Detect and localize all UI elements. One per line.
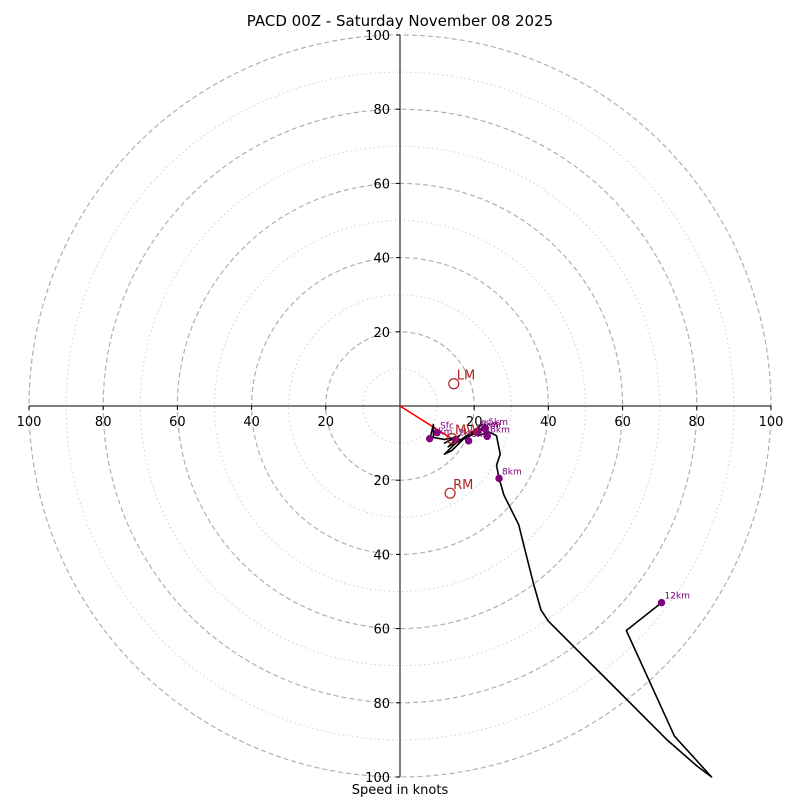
shear-vector-line <box>399 405 451 439</box>
height-marker-7km <box>474 427 482 435</box>
height-label-2km: 2km <box>459 428 479 438</box>
storm-marker-MW <box>446 433 458 445</box>
storm-label-MW: MW <box>455 424 479 439</box>
chart-title: PACD 00Z - Saturday November 08 2025 <box>246 12 554 30</box>
tick-label-down-60: 60 <box>373 623 390 638</box>
tick-label-up-60: 60 <box>373 177 390 192</box>
storm-label-RM: RM <box>453 478 473 493</box>
x-axis-label: Speed in knots <box>351 783 449 798</box>
height-label-7km: 7km <box>481 420 501 430</box>
tick-label-left-60: 60 <box>169 415 186 430</box>
tick-label-down-80: 80 <box>373 697 390 712</box>
height-label-4km: 4km <box>479 421 499 431</box>
tick-label-up-20: 20 <box>373 326 390 341</box>
tick-label-right-40: 40 <box>540 415 557 430</box>
storm-marker-RM <box>444 487 456 499</box>
tick-label-right-80: 80 <box>689 415 706 430</box>
height-marker-8km <box>495 474 503 483</box>
height-label-5km: 5km <box>488 418 508 428</box>
height-marker-12km <box>657 598 666 607</box>
height-label-1km: 1km <box>433 428 453 438</box>
tick-label-down-20: 20 <box>373 474 390 489</box>
height-label-8km: 8km <box>502 467 522 477</box>
height-marker-5km <box>481 425 490 433</box>
tick-label-right-20: 20 <box>466 415 483 430</box>
tick-label-down-100: 100 <box>365 771 390 786</box>
height-label-3km: 3km <box>472 430 492 440</box>
height-marker-6km <box>483 432 491 441</box>
tick-label-up-80: 80 <box>373 103 390 118</box>
height-label-Sfc: Sfc <box>440 422 454 432</box>
tick-label-down-40: 40 <box>373 548 390 563</box>
tick-label-left-20: 20 <box>318 415 335 430</box>
height-marker-1km <box>425 434 434 443</box>
tick-label-right-100: 100 <box>759 415 784 430</box>
storm-marker-LM <box>448 378 460 390</box>
tick-label-left-40: 40 <box>243 415 260 430</box>
tick-label-right-60: 60 <box>614 415 631 430</box>
height-marker-3km <box>464 437 473 445</box>
tick-label-up-40: 40 <box>373 252 390 267</box>
tick-label-left-100: 100 <box>17 415 42 430</box>
height-label-12km: 12km <box>665 592 690 602</box>
tick-label-up-100: 100 <box>365 29 390 44</box>
storm-label-LM: LM <box>457 369 475 384</box>
height-label-6km: 6km <box>490 425 510 435</box>
tick-label-left-80: 80 <box>95 415 112 430</box>
height-marker-Sfc <box>433 429 441 437</box>
